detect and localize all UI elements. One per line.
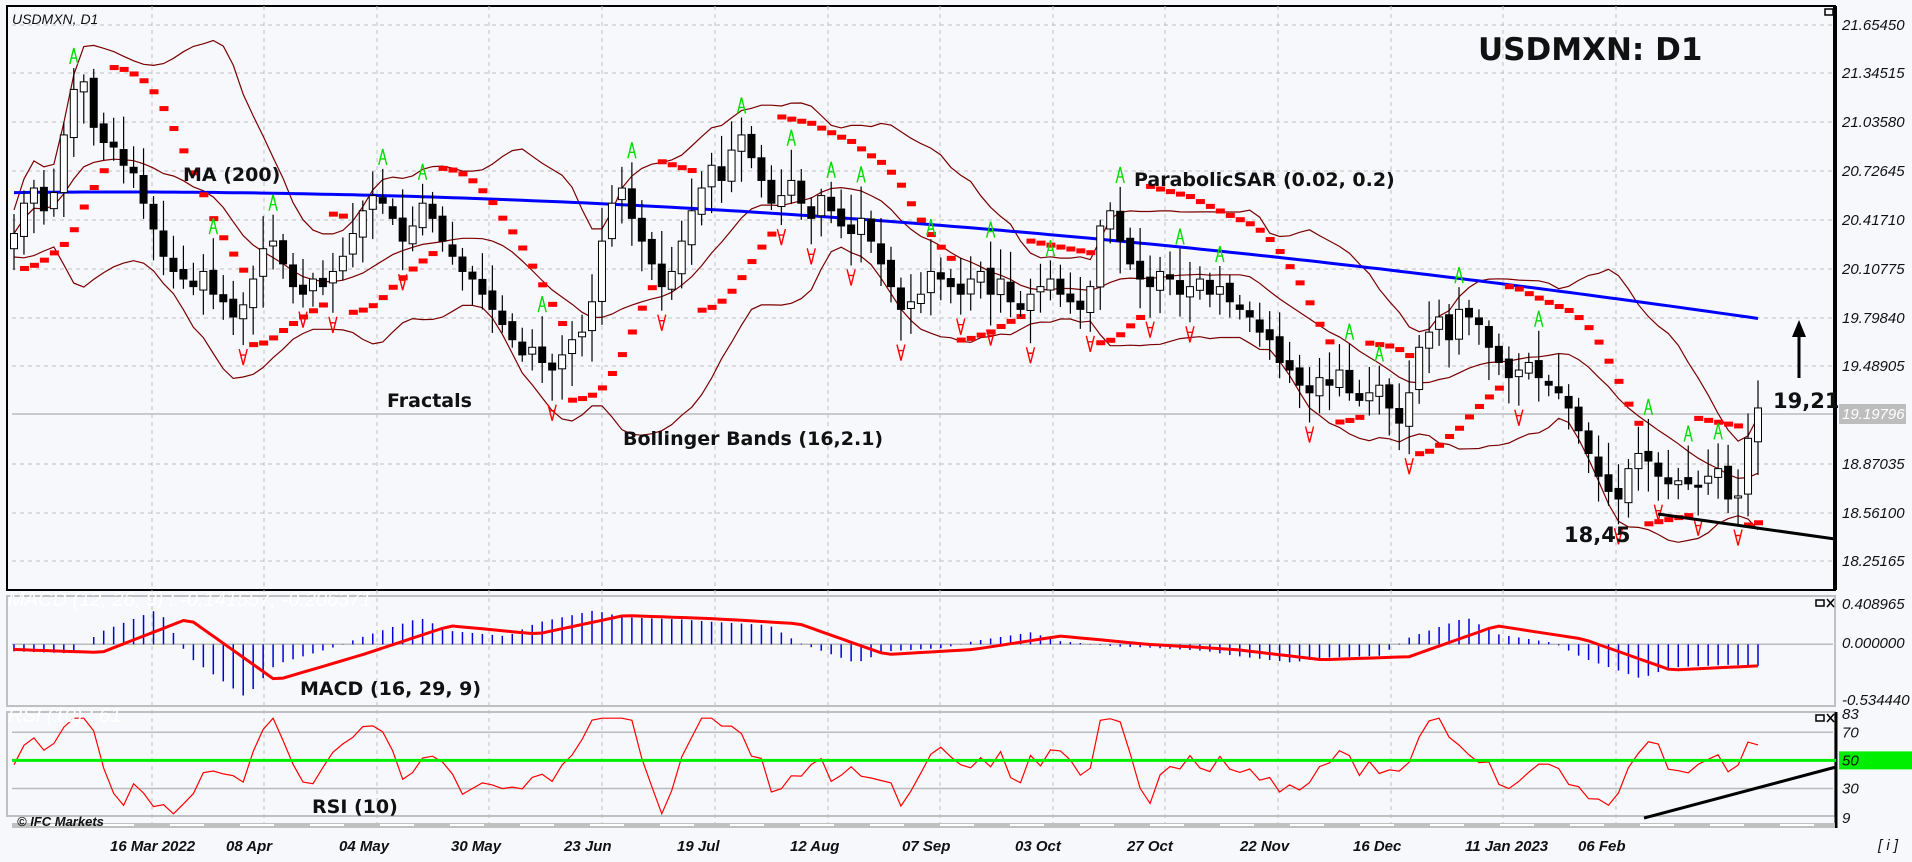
rsi-plot xyxy=(12,717,1836,816)
svg-text:18.25165: 18.25165 xyxy=(1842,553,1905,570)
macd-annotation: MACD (16, 29, 9) xyxy=(300,678,481,700)
x-axis-label: 06 Feb xyxy=(1578,838,1626,855)
svg-text:0.000000: 0.000000 xyxy=(1842,635,1905,652)
svg-text:0.408965: 0.408965 xyxy=(1842,596,1905,613)
svg-text:20.10775: 20.10775 xyxy=(1841,261,1905,278)
x-axis-label: 27 Oct xyxy=(1126,838,1174,855)
x-axis-label: 11 Jan 2023 xyxy=(1465,838,1549,855)
x-axis-label: 08 Apr xyxy=(226,838,273,855)
x-axis-label: 07 Sep xyxy=(902,838,950,855)
svg-text:20.41710: 20.41710 xyxy=(1841,212,1905,229)
rsi-maximize-icon[interactable] xyxy=(1815,714,1825,722)
macd-plot xyxy=(12,610,1833,696)
chart-title: USDMXN: D1 xyxy=(1478,32,1702,68)
ma-annotation: MA (200) xyxy=(183,164,280,186)
svg-text:21.34515: 21.34515 xyxy=(1841,65,1905,82)
parabolic-sar-dots xyxy=(19,65,1763,528)
x-axis-label: 12 Aug xyxy=(790,838,839,855)
svg-text:-0.534440: -0.534440 xyxy=(1842,692,1910,709)
x-axis-label: 03 Oct xyxy=(1015,838,1062,855)
svg-text:21.03580: 21.03580 xyxy=(1841,114,1905,131)
svg-text:21.65450: 21.65450 xyxy=(1841,17,1905,34)
svg-text:18.87035: 18.87035 xyxy=(1842,456,1905,473)
x-axis-label: 19 Jul xyxy=(677,838,720,855)
fractal-markers xyxy=(69,47,1743,546)
maximize-icon[interactable] xyxy=(1824,8,1834,16)
svg-text:83: 83 xyxy=(1842,706,1859,723)
x-axis-label: 23 Jun xyxy=(563,838,612,855)
sar-annotation: ParabolicSAR (0.02, 0.2) xyxy=(1134,169,1395,191)
support-level-label: 18,45 xyxy=(1564,523,1630,547)
candlesticks xyxy=(10,68,1762,526)
x-axis-labels: 16 Mar 2022 08 Apr 04 May 30 May 23 Jun 19 Ju… xyxy=(110,838,1626,855)
macd-close-icon[interactable] xyxy=(1826,598,1835,608)
x-axis-label: 04 May xyxy=(339,838,390,855)
x-axis-label: 16 Mar 2022 xyxy=(110,838,196,855)
rsi-header: RSI (10) : 61 xyxy=(8,705,121,727)
rsi-trendline xyxy=(1643,765,1837,820)
svg-text:19.19796: 19.19796 xyxy=(1842,406,1905,423)
symbol-label: USDMXN, D1 xyxy=(12,11,98,27)
ma-200-line xyxy=(13,190,1759,320)
resistance-level-label: 19,21 xyxy=(1773,389,1839,413)
rsi-close-icon[interactable] xyxy=(1826,713,1835,723)
svg-text:19.48905: 19.48905 xyxy=(1842,358,1905,375)
grid xyxy=(12,6,1835,828)
bollinger-bands xyxy=(13,39,1759,543)
x-axis-label: 16 Dec xyxy=(1353,838,1402,855)
rsi-panel-frame xyxy=(6,711,1836,817)
fractals-annotation: Fractals xyxy=(387,390,472,412)
svg-text:19.79840: 19.79840 xyxy=(1842,310,1905,327)
x-axis-label: 30 May xyxy=(451,838,502,855)
y-axis-labels: 21.65450 21.34515 21.03580 20.72645 20.41710… xyxy=(1839,17,1912,827)
bollinger-annotation: Bollinger Bands (16,2.1) xyxy=(623,428,883,450)
svg-text:18.56100: 18.56100 xyxy=(1842,505,1905,522)
svg-text:70: 70 xyxy=(1842,724,1859,741)
up-arrow-icon xyxy=(1792,320,1806,337)
svg-text:9: 9 xyxy=(1842,810,1851,827)
svg-text:20.72645: 20.72645 xyxy=(1841,163,1905,180)
svg-text:30: 30 xyxy=(1842,780,1859,797)
macd-header: MACD (12, 26, 9) : -0.141557, -0.206371 xyxy=(8,589,372,611)
svg-text:50: 50 xyxy=(1842,752,1859,769)
macd-maximize-icon[interactable] xyxy=(1815,599,1825,607)
info-button[interactable]: [ i ] xyxy=(1877,837,1899,854)
watermark: © IFC Markets xyxy=(17,814,104,829)
x-axis-label: 22 Nov xyxy=(1239,838,1291,855)
rsi-annotation: RSI (10) xyxy=(312,796,398,818)
support-trendline xyxy=(1657,512,1836,541)
